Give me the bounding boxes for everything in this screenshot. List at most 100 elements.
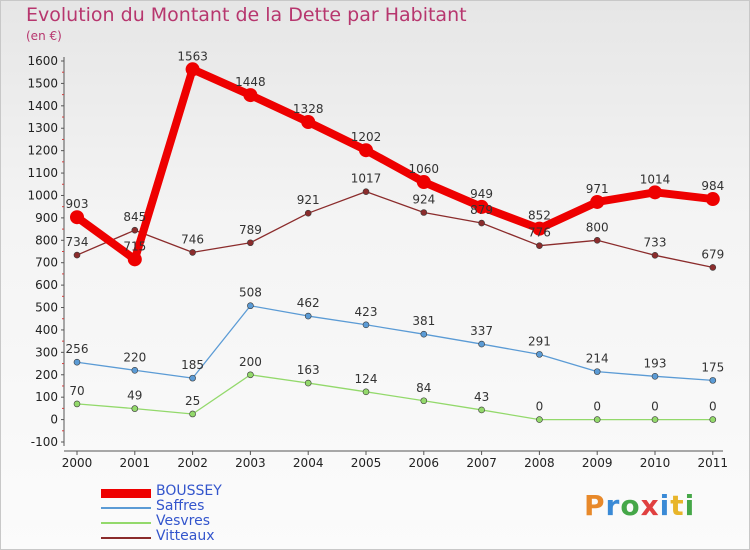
data-point-vesvres [247, 371, 254, 379]
x-tick-label: 2010 [640, 456, 671, 470]
data-label-vitteaux: 734 [66, 235, 89, 249]
data-label-vitteaux: 1017 [351, 172, 382, 186]
data-label-vitteaux: 733 [644, 235, 667, 249]
data-label-vitteaux: 879 [470, 203, 493, 217]
y-tick-label: 700 [35, 256, 58, 270]
data-label-boussey: 949 [470, 187, 493, 201]
legend-swatch [101, 537, 151, 539]
data-label-vesvres: 49 [127, 389, 142, 403]
data-point-vitteaux [420, 209, 428, 216]
x-tick-label: 2006 [409, 456, 440, 470]
logo-letter: o [620, 489, 641, 522]
x-tick-label: 2011 [698, 456, 729, 470]
data-label-saffres: 185 [181, 358, 204, 372]
y-tick-label: 200 [35, 368, 58, 382]
data-point-vesvres [651, 416, 659, 423]
y-tick-label: 1100 [27, 166, 58, 180]
data-point-vitteaux [593, 236, 601, 244]
data-point-vitteaux [362, 188, 370, 195]
data-label-boussey: 1448 [235, 75, 266, 89]
data-label-boussey: 1328 [293, 102, 324, 116]
data-point-saffres [73, 358, 81, 366]
x-tick-label: 2008 [524, 456, 555, 470]
data-point-vesvres [304, 379, 312, 387]
logo-letter: t [670, 489, 685, 522]
x-tick-label: 2004 [293, 456, 324, 470]
series-lines [70, 62, 720, 423]
legend-label: Vesvres [156, 513, 211, 529]
data-label-saffres: 381 [412, 314, 435, 328]
data-label-boussey: 1202 [351, 130, 382, 144]
data-point-saffres [651, 373, 659, 380]
data-label-vesvres: 43 [474, 390, 489, 404]
logo-letter: x [640, 489, 660, 522]
data-label-vitteaux: 776 [528, 226, 551, 240]
data-point-boussey [474, 199, 489, 214]
data-point-boussey [243, 88, 258, 103]
y-tick-label: 1400 [27, 99, 58, 113]
data-label-vesvres: 124 [355, 372, 378, 386]
data-label-vesvres: 84 [416, 381, 431, 395]
data-point-saffres [304, 312, 312, 320]
data-point-saffres [478, 340, 485, 348]
data-label-boussey: 971 [586, 182, 609, 196]
data-point-boussey [705, 192, 720, 207]
data-point-vesvres [362, 388, 370, 396]
legend-swatch [101, 489, 151, 498]
y-tick-label: 900 [35, 211, 58, 225]
data-point-boussey [301, 114, 316, 129]
data-point-vitteaux [131, 226, 139, 234]
data-label-vitteaux: 845 [123, 210, 146, 224]
data-label-vesvres: 163 [297, 363, 320, 377]
y-tick-label: 100 [35, 390, 58, 404]
data-label-vitteaux: 789 [239, 223, 262, 237]
logo-letter: i [659, 489, 671, 522]
data-point-saffres [189, 374, 196, 382]
data-point-boussey [70, 210, 84, 225]
data-point-boussey [416, 175, 431, 190]
x-tick-label: 2001 [120, 456, 151, 470]
data-point-vesvres [73, 400, 81, 408]
data-point-vesvres [189, 410, 196, 418]
series-line-vitteaux [76, 191, 714, 269]
chart-unit: (en €) [26, 29, 62, 43]
data-label-vitteaux: 924 [412, 193, 435, 207]
y-tick-label: 500 [35, 301, 58, 315]
proxiti-logo: Proxiti [584, 489, 695, 522]
legend-swatch [101, 522, 151, 524]
data-point-saffres [420, 330, 428, 338]
legend-label: Saffres [156, 498, 205, 514]
data-label-vitteaux: 800 [586, 220, 609, 234]
data-point-vitteaux [478, 219, 485, 227]
data-label-vesvres: 25 [185, 394, 200, 408]
data-label-vesvres: 0 [536, 400, 544, 414]
series-line-boussey [73, 65, 717, 264]
data-point-saffres [247, 302, 254, 310]
data-point-boussey [590, 194, 605, 209]
data-labels: 903 715 1563 1448 1328 1202 1060 949 852 971 1014 9… [66, 49, 725, 413]
series-line-vesvres [76, 374, 714, 421]
data-point-vitteaux [651, 252, 659, 259]
data-point-saffres [131, 366, 139, 374]
chart-title: Evolution du Montant de la Dette par Hab… [26, 4, 467, 26]
data-point-vitteaux [709, 264, 717, 271]
data-label-saffres: 337 [470, 324, 493, 338]
y-tick-label: 800 [35, 233, 58, 247]
data-point-saffres [593, 368, 601, 375]
data-label-vesvres: 0 [593, 400, 601, 414]
y-tick-label: 1600 [27, 54, 58, 68]
data-label-vitteaux: 679 [701, 247, 724, 261]
y-tick-label: 1200 [27, 144, 58, 158]
data-label-boussey: 903 [66, 197, 89, 211]
data-label-saffres: 256 [66, 342, 89, 356]
y-tick-label: 0 [50, 413, 58, 427]
y-tick-label: -100 [31, 435, 58, 449]
data-point-boussey [359, 143, 373, 158]
y-tick-label: 1300 [27, 121, 58, 135]
data-point-vitteaux [189, 249, 196, 256]
data-label-saffres: 175 [701, 360, 724, 374]
y-tick-label: 1500 [27, 76, 58, 90]
data-point-vitteaux [73, 251, 81, 259]
x-tick-label: 2005 [351, 456, 382, 470]
